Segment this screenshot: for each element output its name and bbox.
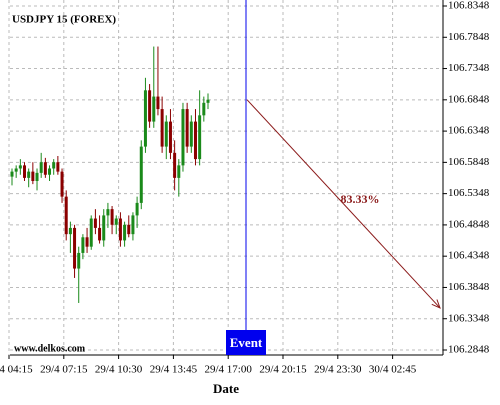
x-tick-label: 29/4 04:15 xyxy=(0,364,33,376)
candle-body xyxy=(27,171,31,178)
candle-body xyxy=(143,90,147,147)
candle-body xyxy=(93,218,97,228)
y-tick-label: 106.7348 xyxy=(448,62,490,74)
candle-body xyxy=(123,224,127,241)
candle-body xyxy=(110,209,114,225)
y-tick-label: 106.6848 xyxy=(448,93,490,105)
candle-body xyxy=(206,99,210,103)
candle-body xyxy=(198,115,202,160)
event-box xyxy=(226,330,266,355)
candle-body xyxy=(68,227,72,235)
y-tick-label: 106.2848 xyxy=(448,344,490,356)
candle-body xyxy=(156,96,160,110)
candle-body xyxy=(81,237,85,253)
candle-body xyxy=(189,121,193,147)
y-tick-label: 106.3348 xyxy=(448,312,490,324)
candle-body xyxy=(35,172,39,182)
y-tick-label: 106.5348 xyxy=(448,187,490,199)
candle-body xyxy=(60,171,64,197)
candle-body xyxy=(114,218,118,225)
candle-body xyxy=(43,162,47,175)
forecast-arrow xyxy=(246,99,441,309)
candle-body xyxy=(10,171,14,177)
y-tick-label: 106.6348 xyxy=(448,125,490,137)
candle-body xyxy=(127,224,131,235)
candle-body xyxy=(89,218,93,247)
forecast-label: 83.33% xyxy=(341,192,380,206)
x-tick-label: 29/4 10:30 xyxy=(95,364,143,376)
candle-body xyxy=(148,90,152,122)
candle-body xyxy=(98,227,102,241)
candle-body xyxy=(139,146,143,203)
event-label: Event xyxy=(230,335,263,350)
candle-body xyxy=(173,152,177,178)
candle-body xyxy=(52,162,56,169)
candle-body xyxy=(160,109,164,147)
chart-title: USDJPY 15 (FOREX) xyxy=(12,14,116,26)
y-tick-label: 106.4848 xyxy=(448,218,490,230)
candle-body xyxy=(31,171,35,182)
candle-body xyxy=(39,162,43,173)
x-tick-label: 29/4 13:45 xyxy=(150,364,198,376)
arrow-head xyxy=(431,299,441,309)
candle-body xyxy=(131,215,135,235)
y-tick-label: 106.8348 xyxy=(448,0,490,12)
candle-body xyxy=(106,209,110,216)
y-tick-label: 106.4348 xyxy=(448,250,490,262)
candle-body xyxy=(135,202,139,216)
x-tick-label: 29/4 17:00 xyxy=(205,364,253,376)
candle-body xyxy=(23,165,27,178)
watermark: www.delkos.com xyxy=(14,343,86,354)
candle-body xyxy=(48,168,52,175)
candle-body xyxy=(14,168,18,172)
candle-body xyxy=(185,109,189,147)
x-tick-label: 29/4 20:15 xyxy=(259,364,307,376)
y-tick-label: 106.7848 xyxy=(448,31,490,43)
candle-body xyxy=(202,102,206,116)
candle-body xyxy=(102,215,106,241)
candle-body xyxy=(177,165,181,178)
candle-body xyxy=(181,109,185,166)
candle-body xyxy=(77,252,81,269)
candle-body xyxy=(73,227,77,269)
x-tick-label: 30/4 02:45 xyxy=(369,364,417,376)
candle-body xyxy=(118,218,122,241)
y-tick-label: 106.3848 xyxy=(448,281,490,293)
x-tick-label: 29/4 07:15 xyxy=(40,364,88,376)
candle-body xyxy=(152,96,156,122)
candle-body xyxy=(164,121,168,147)
candle-body xyxy=(18,165,22,169)
candle-body xyxy=(168,121,172,153)
candle-body xyxy=(193,121,197,160)
candle-body xyxy=(56,162,60,172)
x-axis-label: Date xyxy=(213,381,239,396)
x-tick-label: 29/4 23:30 xyxy=(314,364,362,376)
y-tick-label: 106.5848 xyxy=(448,156,490,168)
candle-body xyxy=(85,237,89,247)
candle-body xyxy=(64,196,68,235)
